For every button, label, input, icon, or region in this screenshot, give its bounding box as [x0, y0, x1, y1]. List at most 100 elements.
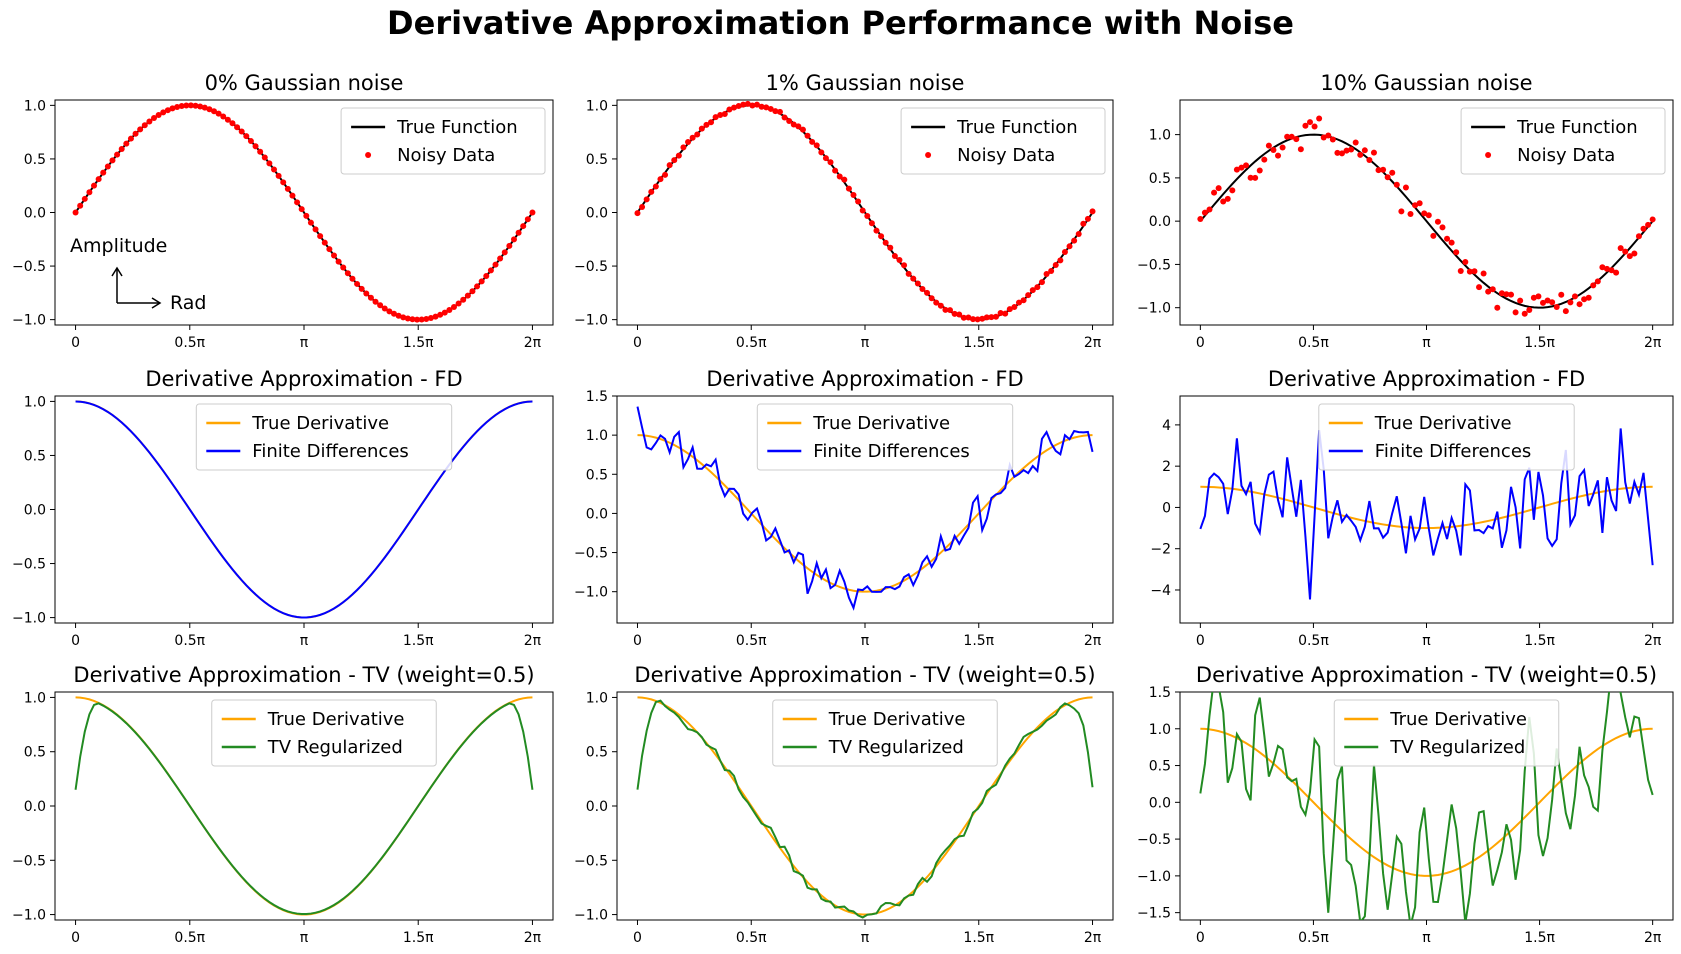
- noisy-data-point: [492, 261, 499, 268]
- noisy-data-point: [1549, 299, 1556, 306]
- subplot-6: Derivative Approximation - FD 0 0.5π π 1.5π 2…: [1150, 367, 1674, 649]
- noisy-data-point: [178, 103, 185, 110]
- legend-label: TV Regularized: [267, 737, 403, 758]
- legend: True Derivative TV Regularized: [1333, 699, 1560, 767]
- noisy-data-point: [1631, 250, 1638, 257]
- noisy-data-point: [367, 294, 374, 301]
- amplitude-label: Amplitude: [70, 235, 167, 257]
- noisy-data-point: [1279, 144, 1286, 151]
- y-tick-label: 0.5: [24, 745, 46, 761]
- y-tick-label: 0.0: [586, 506, 608, 522]
- subplot-title: 1% Gaussian noise: [766, 71, 965, 95]
- noisy-data-point: [822, 155, 829, 162]
- noisy-data-point: [1288, 133, 1295, 140]
- noisy-data-point: [1594, 278, 1601, 285]
- noisy-data-point: [979, 315, 986, 322]
- noisy-data-point: [95, 176, 102, 183]
- noisy-data-point: [220, 113, 227, 120]
- noisy-data-point: [1348, 146, 1355, 153]
- y-tick-label: −1.0: [1137, 869, 1171, 885]
- y-tick-label: −0.5: [574, 259, 608, 275]
- x-tick-label: 0: [633, 633, 642, 649]
- noisy-data-point: [1357, 151, 1364, 158]
- noisy-data-point: [749, 102, 756, 109]
- y-tick-label: 0.5: [1149, 759, 1171, 775]
- noisy-data-point: [937, 302, 944, 309]
- noisy-data-point: [1057, 257, 1064, 264]
- x-tick-label: π: [300, 335, 309, 351]
- noisy-data-point: [86, 189, 93, 196]
- x-tick-label: 0: [1196, 930, 1205, 946]
- noisy-data-point: [423, 315, 430, 322]
- noisy-data-point: [901, 262, 908, 269]
- noisy-data-point: [1544, 297, 1551, 304]
- legend-label: TV Regularized: [828, 737, 964, 758]
- noisy-data-point: [1006, 306, 1013, 313]
- x-tick-label: 2π: [524, 930, 542, 946]
- y-tick-label: −1.0: [574, 313, 608, 329]
- noisy-data-point: [510, 236, 517, 243]
- legend: True Derivative Finite Differences: [1318, 403, 1575, 471]
- noisy-data-point: [1407, 211, 1414, 218]
- noisy-data-point: [970, 316, 977, 323]
- noisy-data-point: [1352, 139, 1359, 146]
- x-tick-label: 0.5π: [736, 930, 767, 946]
- legend-label: True Derivative: [251, 413, 389, 434]
- x-tick-label: 1.5π: [403, 930, 434, 946]
- noisy-data-point: [529, 209, 536, 216]
- noisy-data-point: [1084, 215, 1091, 222]
- noisy-data-point: [850, 191, 857, 198]
- finite-differences-line: [75, 400, 533, 619]
- noisy-data-point: [1215, 185, 1222, 192]
- legend: True Derivative TV Regularized: [211, 699, 437, 767]
- noisy-data-point: [643, 196, 650, 203]
- noisy-data-point: [418, 316, 425, 323]
- noisy-data-point: [726, 106, 733, 113]
- noisy-data-point: [1494, 304, 1501, 311]
- noisy-data-point: [1581, 296, 1588, 303]
- noisy-data-point: [1261, 156, 1268, 163]
- noisy-data-point: [689, 134, 696, 141]
- y-tick-label: −0.5: [12, 557, 46, 573]
- subplot-8: Derivative Approximation - TV (weight=0.…: [574, 663, 1114, 946]
- subplot-title: Derivative Approximation - TV (weight=0.…: [1196, 663, 1657, 687]
- noisy-data-point: [735, 103, 742, 110]
- noisy-data-point: [1562, 308, 1569, 315]
- noisy-data-point: [395, 312, 402, 319]
- noisy-data-point: [983, 314, 990, 321]
- subplot-title: Derivative Approximation - FD: [145, 367, 462, 391]
- x-tick-label: 1.5π: [1524, 335, 1555, 351]
- noisy-data-point: [1306, 119, 1313, 126]
- noisy-data-point: [238, 128, 245, 135]
- noisy-data-point: [515, 229, 522, 236]
- noisy-data-point: [1011, 304, 1018, 311]
- x-tick-label: 0.5π: [736, 335, 767, 351]
- noisy-data-point: [1466, 268, 1473, 275]
- noisy-data-point: [192, 102, 199, 109]
- noisy-data-point: [1089, 208, 1096, 215]
- noisy-data-point: [1201, 209, 1208, 216]
- noisy-data-point: [289, 192, 296, 199]
- noisy-data-point: [942, 306, 949, 313]
- noisy-data-point: [882, 239, 889, 246]
- noisy-data-point: [1503, 291, 1510, 298]
- noisy-data-point: [151, 115, 158, 122]
- noisy-data-point: [1471, 268, 1478, 275]
- noisy-data-point: [363, 290, 370, 297]
- y-tick-label: −1.0: [1137, 301, 1171, 317]
- tv-regularized-line: [636, 699, 1094, 919]
- noisy-data-point: [1275, 152, 1282, 159]
- noisy-data-point: [197, 103, 204, 110]
- y-tick-label: 0.5: [586, 467, 608, 483]
- noisy-data-point: [1329, 136, 1336, 143]
- y-tick-label: 1.0: [1149, 722, 1171, 738]
- noisy-data-point: [506, 242, 513, 249]
- plot-area: [636, 406, 1094, 611]
- noisy-data-point: [1402, 184, 1409, 191]
- noisy-data-point: [703, 121, 710, 128]
- noisy-data-point: [474, 283, 481, 290]
- subplot-2: 1% Gaussian noise 0 0.5π π 1.5π 2π 1.0 0.5 0.0 −0…: [574, 71, 1114, 351]
- noisy-data-point: [100, 169, 107, 176]
- plot-area: [636, 696, 1094, 919]
